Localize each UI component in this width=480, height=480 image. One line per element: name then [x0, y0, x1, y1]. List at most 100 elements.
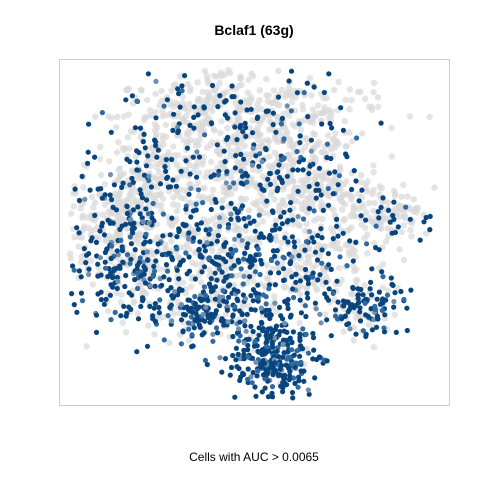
low-auc-point	[357, 178, 364, 186]
high-auc-point	[306, 170, 312, 177]
high-auc-point	[311, 347, 317, 353]
high-auc-point	[336, 173, 342, 179]
high-auc-point	[276, 174, 283, 181]
high-auc-point	[390, 282, 396, 288]
low-auc-point	[125, 195, 132, 202]
high-auc-point	[305, 114, 311, 120]
high-auc-point	[344, 299, 350, 305]
high-auc-point	[282, 320, 288, 326]
high-auc-point	[369, 266, 375, 272]
high-auc-point	[376, 289, 382, 295]
low-auc-point	[358, 172, 365, 179]
low-auc-point	[391, 311, 398, 318]
low-auc-point	[208, 269, 215, 277]
high-auc-point	[276, 270, 282, 276]
high-auc-point	[243, 328, 249, 334]
high-auc-point	[316, 165, 322, 171]
high-auc-point	[289, 389, 296, 396]
high-auc-point	[341, 303, 347, 309]
low-auc-point	[157, 158, 164, 166]
high-auc-point	[403, 204, 409, 210]
low-auc-point	[106, 158, 113, 165]
low-auc-point	[172, 218, 179, 225]
low-auc-point	[364, 250, 371, 257]
high-auc-point	[288, 312, 294, 318]
high-auc-point	[280, 379, 286, 386]
high-auc-point	[86, 266, 92, 272]
high-auc-point	[249, 162, 255, 168]
high-auc-point	[238, 122, 244, 129]
high-auc-point	[310, 270, 316, 276]
high-auc-point	[369, 327, 375, 333]
high-auc-point	[294, 360, 300, 366]
high-auc-point	[146, 177, 152, 184]
high-auc-point	[266, 307, 272, 313]
high-auc-point	[303, 239, 310, 245]
high-auc-point	[427, 227, 433, 233]
high-auc-point	[265, 394, 271, 400]
low-auc-point	[130, 298, 138, 305]
low-auc-point	[181, 105, 188, 112]
high-auc-point	[148, 184, 154, 190]
low-auc-point	[365, 321, 373, 328]
low-auc-point	[259, 217, 267, 225]
high-auc-point	[243, 223, 249, 229]
low-auc-point	[349, 138, 356, 145]
high-auc-point	[353, 178, 359, 184]
high-auc-point	[267, 181, 273, 187]
high-auc-point	[79, 173, 85, 179]
high-auc-point	[93, 329, 100, 335]
low-auc-point	[146, 262, 153, 269]
low-auc-point	[159, 132, 166, 139]
low-auc-point	[351, 212, 358, 220]
low-auc-point	[170, 143, 177, 150]
low-auc-point	[426, 113, 433, 121]
high-auc-point	[167, 232, 173, 238]
low-auc-point	[252, 201, 259, 208]
high-auc-point	[178, 341, 184, 347]
low-auc-point	[151, 121, 159, 128]
high-auc-point	[191, 125, 197, 131]
high-auc-point	[330, 191, 336, 197]
high-auc-point	[124, 203, 130, 210]
high-auc-point	[175, 86, 181, 92]
high-auc-point	[110, 220, 116, 226]
high-auc-point	[266, 170, 273, 176]
high-auc-point	[239, 237, 245, 243]
high-auc-point	[139, 215, 145, 221]
high-auc-point	[302, 247, 308, 253]
high-auc-point	[263, 145, 269, 152]
high-auc-point	[359, 187, 365, 193]
low-auc-point	[225, 142, 232, 149]
high-auc-point	[70, 263, 76, 269]
high-auc-point	[103, 296, 109, 302]
high-auc-point	[124, 252, 131, 258]
high-auc-point	[231, 180, 237, 186]
low-auc-point	[335, 78, 342, 86]
low-auc-point	[117, 299, 125, 306]
low-auc-point	[308, 117, 315, 124]
high-auc-point	[240, 292, 246, 298]
high-auc-point	[244, 179, 250, 185]
high-auc-point	[99, 195, 105, 201]
high-auc-point	[165, 174, 171, 180]
high-auc-point	[212, 270, 218, 276]
high-auc-point	[256, 332, 262, 338]
high-auc-point	[233, 153, 239, 159]
low-auc-point	[431, 184, 438, 191]
high-auc-point	[250, 287, 256, 293]
high-auc-point	[102, 249, 108, 256]
low-auc-point	[147, 107, 154, 114]
high-auc-point	[230, 352, 236, 359]
low-auc-point	[355, 88, 362, 96]
low-auc-point	[346, 129, 353, 136]
high-auc-point	[289, 347, 295, 353]
high-auc-point	[258, 363, 264, 369]
low-auc-point	[388, 124, 395, 132]
high-auc-point	[135, 285, 141, 292]
low-auc-point	[271, 196, 278, 203]
high-auc-point	[224, 136, 230, 143]
high-auc-point	[147, 283, 153, 289]
low-auc-point	[209, 108, 216, 115]
high-auc-point	[146, 173, 152, 179]
